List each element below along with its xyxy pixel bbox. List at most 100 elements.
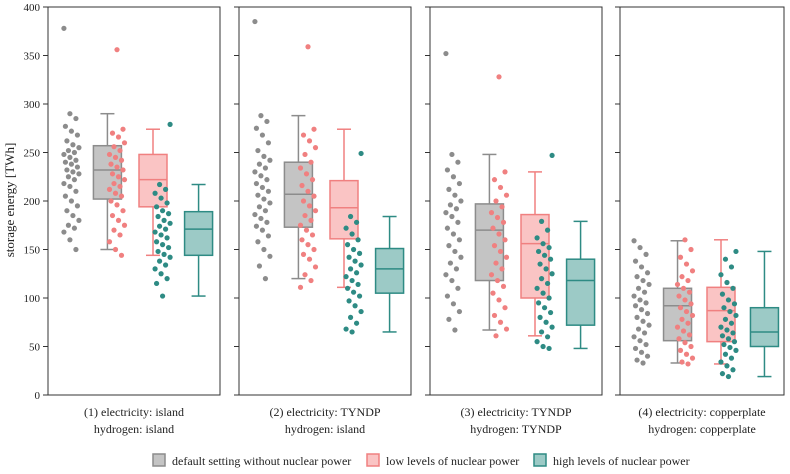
- data-point: [730, 367, 736, 373]
- data-point: [503, 254, 510, 260]
- data-point: [121, 222, 128, 228]
- data-point: [538, 329, 545, 335]
- data-point: [115, 217, 122, 223]
- data-point: [491, 243, 498, 249]
- data-point: [544, 280, 551, 287]
- data-point: [491, 312, 498, 319]
- data-point: [118, 157, 125, 163]
- data-point: [252, 211, 258, 218]
- data-point: [61, 229, 67, 235]
- data-point: [259, 227, 266, 233]
- data-point: [446, 186, 452, 192]
- data-point: [538, 218, 545, 224]
- data-point: [259, 132, 266, 138]
- data-point: [444, 167, 451, 173]
- data-point: [74, 132, 81, 138]
- data-point: [118, 252, 125, 258]
- data-point: [456, 308, 463, 315]
- data-point: [549, 152, 555, 159]
- data-point: [305, 242, 311, 248]
- box-body: [474, 203, 505, 282]
- data-point: [488, 272, 495, 278]
- data-point: [455, 285, 461, 291]
- data-point: [725, 336, 732, 342]
- data-point: [632, 258, 639, 264]
- data-point: [264, 177, 270, 183]
- data-point: [258, 113, 264, 119]
- data-point: [161, 251, 167, 257]
- data-point: [153, 280, 160, 287]
- data-point: [117, 183, 123, 190]
- data-point: [538, 276, 545, 282]
- data-point: [450, 174, 457, 180]
- data-point: [640, 360, 646, 366]
- data-point: [679, 316, 685, 322]
- data-point: [74, 164, 81, 170]
- data-point: [500, 283, 507, 289]
- data-point: [67, 111, 73, 117]
- data-point: [117, 232, 123, 238]
- data-point: [502, 237, 508, 243]
- data-point: [358, 262, 364, 268]
- data-point: [311, 126, 317, 132]
- data-point: [355, 281, 361, 288]
- data-point: [444, 225, 451, 231]
- data-point: [731, 301, 738, 307]
- panel-frame: [47, 6, 221, 396]
- data-point: [644, 270, 651, 276]
- data-point: [496, 231, 502, 237]
- data-point: [306, 138, 313, 144]
- data-point: [456, 237, 463, 243]
- data-point: [546, 244, 552, 251]
- data-point: [722, 316, 729, 322]
- y-tick-label: 50: [29, 342, 41, 354]
- data-point: [447, 260, 454, 266]
- data-point: [721, 305, 727, 311]
- panel-label-line1: (2) electricity: TYNDP: [269, 405, 380, 419]
- data-point: [543, 266, 549, 272]
- box-3: [152, 121, 214, 299]
- data-point: [502, 169, 508, 175]
- data-point: [159, 293, 166, 299]
- data-point: [638, 349, 645, 355]
- data-point: [446, 316, 452, 322]
- data-point: [638, 264, 645, 270]
- data-point: [70, 212, 76, 219]
- data-point: [299, 182, 305, 189]
- data-point: [502, 305, 508, 311]
- data-point: [634, 274, 640, 280]
- data-point: [456, 180, 463, 187]
- data-point: [114, 47, 120, 53]
- data-point: [497, 319, 504, 325]
- data-point: [631, 293, 637, 299]
- legend-swatch: [533, 453, 547, 467]
- data-point: [727, 344, 733, 351]
- data-point: [68, 161, 75, 167]
- data-point: [68, 198, 75, 204]
- data-point: [679, 359, 685, 365]
- data-point: [64, 208, 70, 214]
- data-point: [347, 314, 354, 320]
- data-point: [497, 248, 504, 255]
- data-point: [688, 343, 694, 350]
- data-point: [719, 371, 726, 377]
- data-point: [355, 237, 361, 243]
- data-point: [109, 171, 116, 177]
- data-point: [449, 277, 455, 284]
- data-point: [499, 266, 505, 272]
- data-point: [165, 211, 172, 217]
- data-point: [256, 161, 263, 167]
- data-point: [503, 326, 510, 332]
- data-point: [358, 308, 364, 315]
- data-point: [164, 235, 170, 241]
- box-1: [61, 25, 123, 253]
- data-point: [159, 208, 166, 214]
- data-point: [677, 347, 684, 353]
- data-point: [346, 298, 352, 304]
- data-point: [488, 210, 495, 216]
- legend-item-2: low levels of nuclear power: [366, 453, 519, 468]
- data-point: [540, 343, 546, 350]
- data-point: [253, 180, 260, 187]
- data-point: [300, 251, 307, 257]
- data-point: [346, 254, 352, 260]
